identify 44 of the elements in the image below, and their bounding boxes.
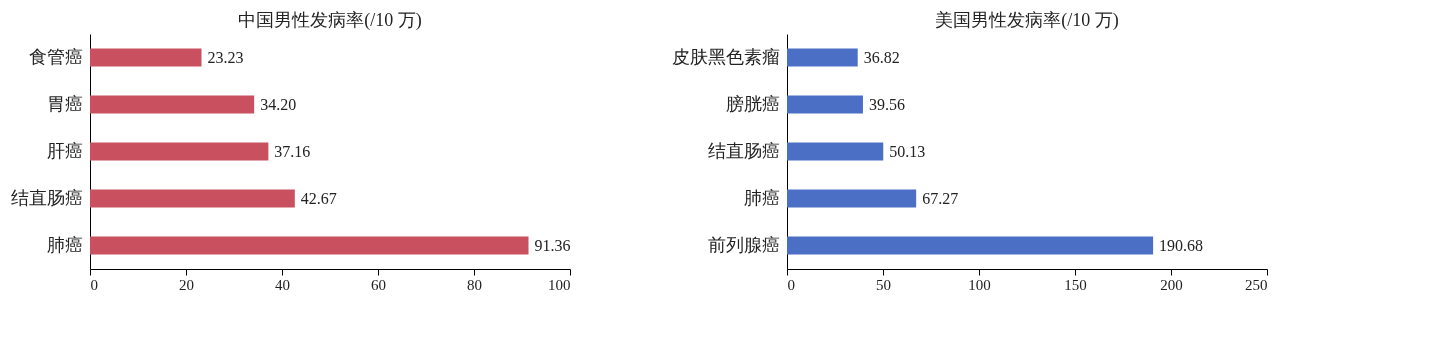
y-tick-label: 皮肤黑色素瘤 [671,46,780,67]
bar [90,142,269,161]
bar [90,189,295,208]
chart-title: 美国男性发病率(/10 万) [935,10,1119,31]
x-tick-label: 60 [371,276,386,293]
x-tick-label: 100 [548,276,571,293]
x-tick-label: 150 [1064,276,1087,293]
y-tick-label: 胃癌 [46,93,83,114]
bar [787,189,917,208]
y-tick-label: 食管癌 [28,46,83,67]
bar [90,236,529,255]
x-tick-label: 0 [90,276,98,293]
data-label: 37.16 [274,142,311,160]
data-label: 67.27 [922,189,959,207]
bar [787,142,884,161]
y-tick-label: 肝癌 [46,140,83,161]
data-label: 190.68 [1159,236,1204,254]
y-tick-label: 膀胱癌 [725,93,780,114]
data-label: 91.36 [534,236,571,254]
y-tick-label: 肺癌 [46,234,83,255]
x-tick-label: 40 [275,276,290,293]
data-label: 42.67 [300,189,337,207]
bar [787,48,858,67]
data-label: 39.56 [868,95,905,113]
data-label: 23.23 [207,48,244,66]
y-tick-label: 结直肠癌 [10,187,83,208]
x-tick-label: 200 [1160,276,1183,293]
y-tick-label: 肺癌 [743,187,780,208]
y-tick-label: 结直肠癌 [707,140,780,161]
chart-title: 中国男性发病率(/10 万) [238,10,422,31]
bar [787,95,863,114]
x-tick-label: 0 [787,276,795,293]
data-label: 34.20 [260,95,297,113]
data-label: 50.13 [889,142,926,160]
x-tick-label: 20 [179,276,194,293]
bar [90,95,255,114]
bar [787,236,1154,255]
x-tick-label: 100 [968,276,991,293]
x-tick-label: 80 [467,276,482,293]
y-tick-label: 前列腺癌 [707,234,780,255]
x-tick-label: 50 [876,276,891,293]
x-tick-label: 250 [1245,276,1268,293]
data-label: 36.82 [863,48,900,66]
bar [90,48,202,67]
